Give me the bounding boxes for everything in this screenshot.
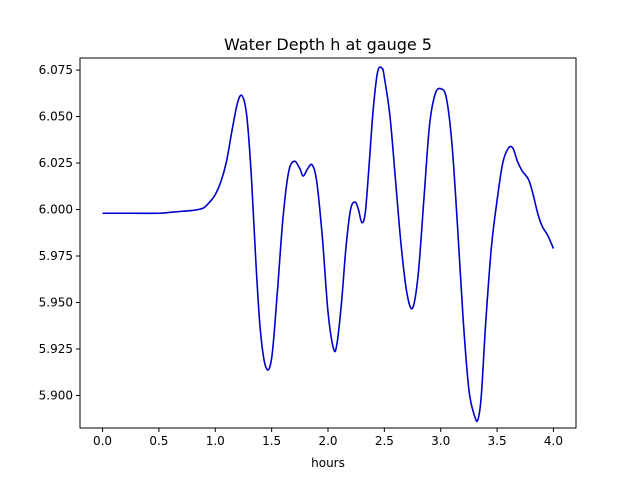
series-group: [102, 66, 555, 423]
x-tick-label: 4.0: [544, 434, 563, 448]
x-tick-label: 3.5: [488, 434, 507, 448]
y-tick-label: 6.025: [39, 156, 73, 170]
y-tick-label: 6.050: [39, 110, 73, 124]
series-line: [102, 66, 555, 423]
plot-frame: [79, 57, 577, 429]
x-tick-label: 3.0: [431, 434, 450, 448]
x-tick-label: 2.0: [318, 434, 337, 448]
y-axis: 5.900 5.925 5.950 5.975 6.000 6.025 6.050 6.075: [39, 63, 80, 402]
chart-title: Water Depth h at gauge 5: [224, 35, 432, 54]
x-tick-label: 2.5: [375, 434, 394, 448]
y-tick-label: 6.000: [39, 203, 73, 217]
y-tick-label: 5.900: [39, 388, 73, 402]
y-tick-label: 5.950: [39, 295, 73, 309]
x-axis: 0.0 0.5 1.0 1.5 2.0 2.5 3.0 3.5 4.0: [93, 428, 563, 448]
y-tick-label: 5.925: [39, 342, 73, 356]
y-tick-label: 5.975: [39, 249, 73, 263]
x-axis-label: hours: [311, 456, 345, 470]
x-tick-label: 0.5: [149, 434, 168, 448]
x-tick-label: 1.5: [262, 434, 281, 448]
y-tick-label: 6.075: [39, 63, 73, 77]
x-tick-label: 0.0: [93, 434, 112, 448]
x-tick-label: 1.0: [206, 434, 225, 448]
